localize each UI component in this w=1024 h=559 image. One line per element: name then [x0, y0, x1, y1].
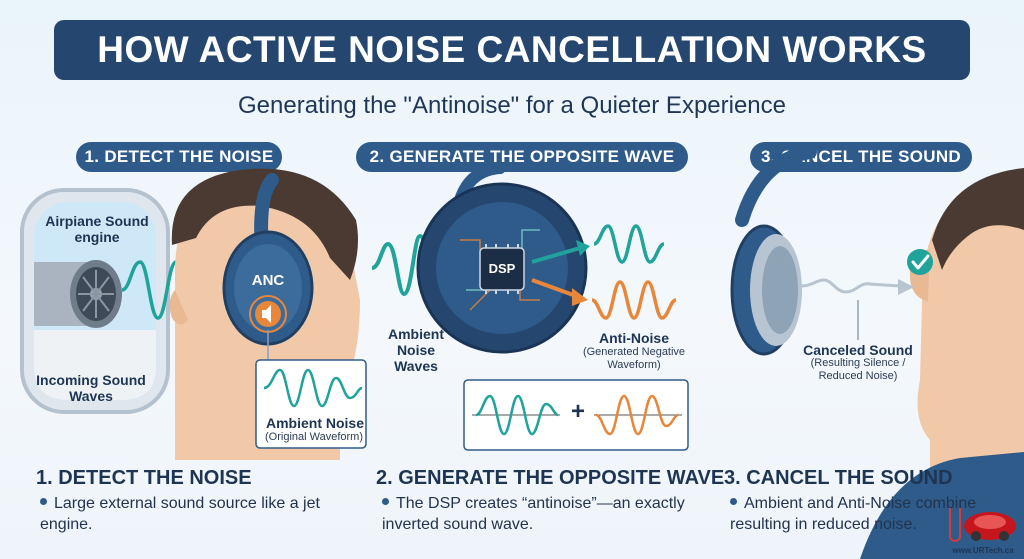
plus-sign: +	[570, 398, 585, 425]
step-3-text: Ambient and Anti-Noise combine resulting…	[730, 495, 977, 533]
step-2-heading: 2. GENERATE THE OPPOSITE WAVE	[376, 467, 725, 489]
step-1-heading: 1. DETECT THE NOISE	[36, 467, 252, 489]
step-2-body: The DSP creates “antinoise”—an exactly i…	[382, 494, 692, 536]
checkmark-icon	[907, 249, 933, 275]
canceled-wave	[801, 278, 901, 294]
sum-orange-wave	[595, 394, 679, 436]
canceled-sound-sublabel: (Resulting Silence / Reduced Noise)	[810, 357, 906, 383]
speaker-icon	[249, 295, 287, 333]
step-1-text: Large external sound source like a jet e…	[40, 495, 320, 533]
canceled-sound-label: Canceled Sound	[803, 342, 913, 358]
bullet-icon	[382, 498, 389, 506]
ambient-noise-sublabel: (Original Waveform)	[265, 431, 363, 443]
urtech-logo[interactable]	[944, 500, 1022, 558]
dsp-label: DSP	[488, 261, 516, 276]
anti-noise-wave	[591, 280, 677, 320]
anti-noise-label: Anti-Noise	[599, 330, 669, 346]
bullet-icon	[40, 498, 47, 506]
step-3-body: Ambient and Anti-Noise combine resulting…	[730, 494, 1000, 536]
anti-noise-sublabel: (Generated Negative Waveform)	[582, 346, 686, 372]
ambient-waves-label: Ambient Noise Waves	[388, 326, 444, 375]
step-2-pill: 2. GENERATE THE OPPOSITE WAVE	[356, 142, 688, 172]
teal-output-wave	[593, 224, 665, 264]
person-right	[860, 168, 1024, 559]
jet-engine-icon	[34, 260, 122, 328]
ambient-noise-label: Ambient Noise	[265, 415, 364, 431]
ambient-waveform	[263, 368, 363, 408]
step-1-pill: 1. DETECT THE NOISE	[76, 142, 282, 172]
step-3-heading: 3. CANCEL THE SOUND	[724, 467, 953, 489]
sum-teal-wave	[475, 394, 559, 436]
headphone-cup-right	[730, 145, 817, 356]
logo-url[interactable]: www.URTech.ca	[952, 546, 1014, 555]
ambient-noise-box	[255, 359, 367, 449]
page-title: HOW ACTIVE NOISE CANCELLATION WORKS	[97, 29, 927, 70]
page-subtitle: Generating the "Antinoise" for a Quieter…	[237, 92, 786, 119]
dsp-chip-icon	[479, 244, 525, 294]
step-1-body: Large external sound source like a jet e…	[40, 494, 340, 536]
bullet-icon	[730, 498, 737, 506]
step-2-text: The DSP creates “antinoise”—an exactly i…	[382, 495, 685, 533]
title-banner: HOW ACTIVE NOISE CANCELLATION WORKS	[54, 20, 970, 80]
anc-label: ANC	[251, 272, 285, 289]
airplane-label: Airpiane Sound engine	[45, 213, 149, 246]
incoming-waves-label: Incoming Sound Waves	[36, 372, 146, 405]
